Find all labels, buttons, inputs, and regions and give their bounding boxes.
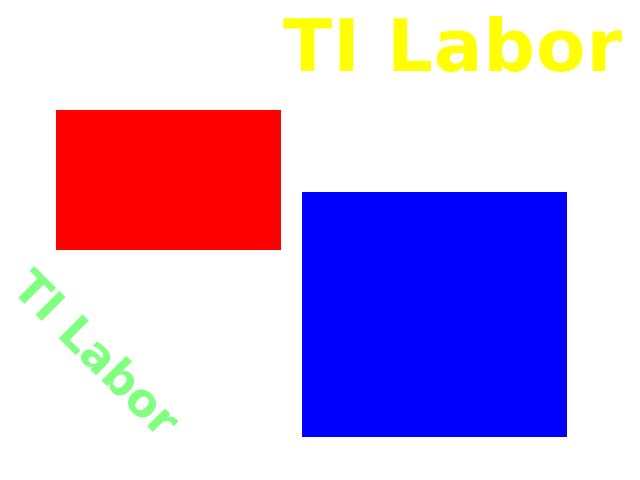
yellow-title-text: TI Labor xyxy=(283,4,623,88)
blue-rectangle xyxy=(302,192,567,437)
red-rectangle xyxy=(56,110,281,250)
green-rotated-text: TI Labor xyxy=(2,259,191,448)
